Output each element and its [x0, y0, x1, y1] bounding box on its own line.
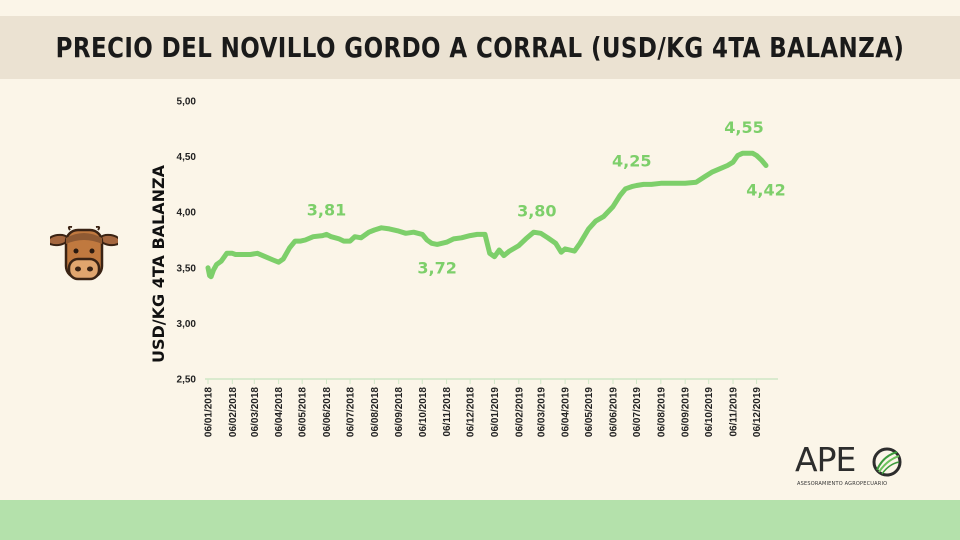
x-tick-label: 06/04/2018	[274, 387, 285, 437]
x-tick-label: 06/01/2019	[490, 387, 501, 437]
page-title: PRECIO DEL NOVILLO GORDO A CORRAL (USD/K…	[55, 31, 905, 64]
x-tick-label: 06/06/2018	[322, 387, 333, 437]
x-tick-label: 06/05/2019	[584, 387, 595, 437]
x-tick-label: 06/07/2019	[632, 387, 643, 437]
x-tick-label: 06/12/2018	[466, 387, 477, 437]
x-tick-label: 06/05/2018	[298, 387, 309, 437]
price-line	[205, 150, 769, 280]
x-tick-label: 06/09/2018	[394, 387, 405, 437]
title-bar: PRECIO DEL NOVILLO GORDO A CORRAL (USD/K…	[0, 16, 960, 79]
x-tick-label: 06/08/2018	[370, 387, 381, 437]
data-label: 4,42	[746, 180, 785, 199]
ape-logo: APE ASESORAMIENTO AGROPECUARIO	[795, 440, 920, 490]
y-tick-label: 5,00	[177, 97, 197, 108]
x-tick-label: 06/03/2018	[250, 387, 261, 437]
data-labels: 3,81 3,72 3,80 4,25 4,55 4,42	[307, 118, 786, 277]
logo-name: APE	[795, 440, 856, 479]
x-tick-label: 06/09/2019	[681, 387, 692, 437]
x-tick-label: 06/11/2018	[442, 387, 453, 437]
x-tick-label: 06/11/2019	[729, 387, 740, 437]
y-tick-label: 4,00	[177, 208, 197, 219]
x-axis: 06/01/2018 06/02/2018 06/03/2018 06/04/2018…	[204, 379, 763, 437]
footer-band	[0, 500, 960, 540]
y-axis-title: USD/KG 4TA BALANZA	[149, 164, 168, 363]
x-tick-label: 06/08/2019	[656, 387, 667, 437]
y-tick-label: 3,50	[177, 263, 197, 274]
data-label: 4,25	[612, 151, 651, 170]
y-tick-label: 4,50	[177, 152, 197, 163]
cow-face-icon	[50, 226, 118, 281]
y-axis: 5,00 4,50 4,00 3,50 3,00 2,50	[177, 97, 197, 386]
x-tick-label: 06/07/2018	[346, 387, 357, 437]
x-tick-label: 06/03/2019	[536, 387, 547, 437]
x-tick-label: 06/01/2018	[204, 387, 215, 437]
x-tick-label: 06/12/2019	[752, 387, 763, 437]
y-tick-label: 3,00	[177, 319, 197, 330]
x-tick-label: 06/02/2019	[514, 387, 525, 437]
x-tick-label: 06/02/2018	[228, 387, 239, 437]
x-tick-label: 06/10/2019	[704, 387, 715, 437]
logo-subtitle: ASESORAMIENTO AGROPECUARIO	[797, 481, 888, 487]
data-label: 3,80	[517, 201, 556, 220]
data-label: 3,81	[307, 200, 346, 219]
data-label: 3,72	[417, 258, 456, 277]
x-tick-label: 06/10/2018	[418, 387, 429, 437]
leaf-circle-icon	[872, 447, 902, 477]
y-tick-label: 2,50	[177, 375, 197, 386]
data-label: 4,55	[724, 118, 763, 137]
x-tick-label: 06/06/2019	[608, 387, 619, 437]
x-tick-label: 06/04/2019	[561, 387, 572, 437]
